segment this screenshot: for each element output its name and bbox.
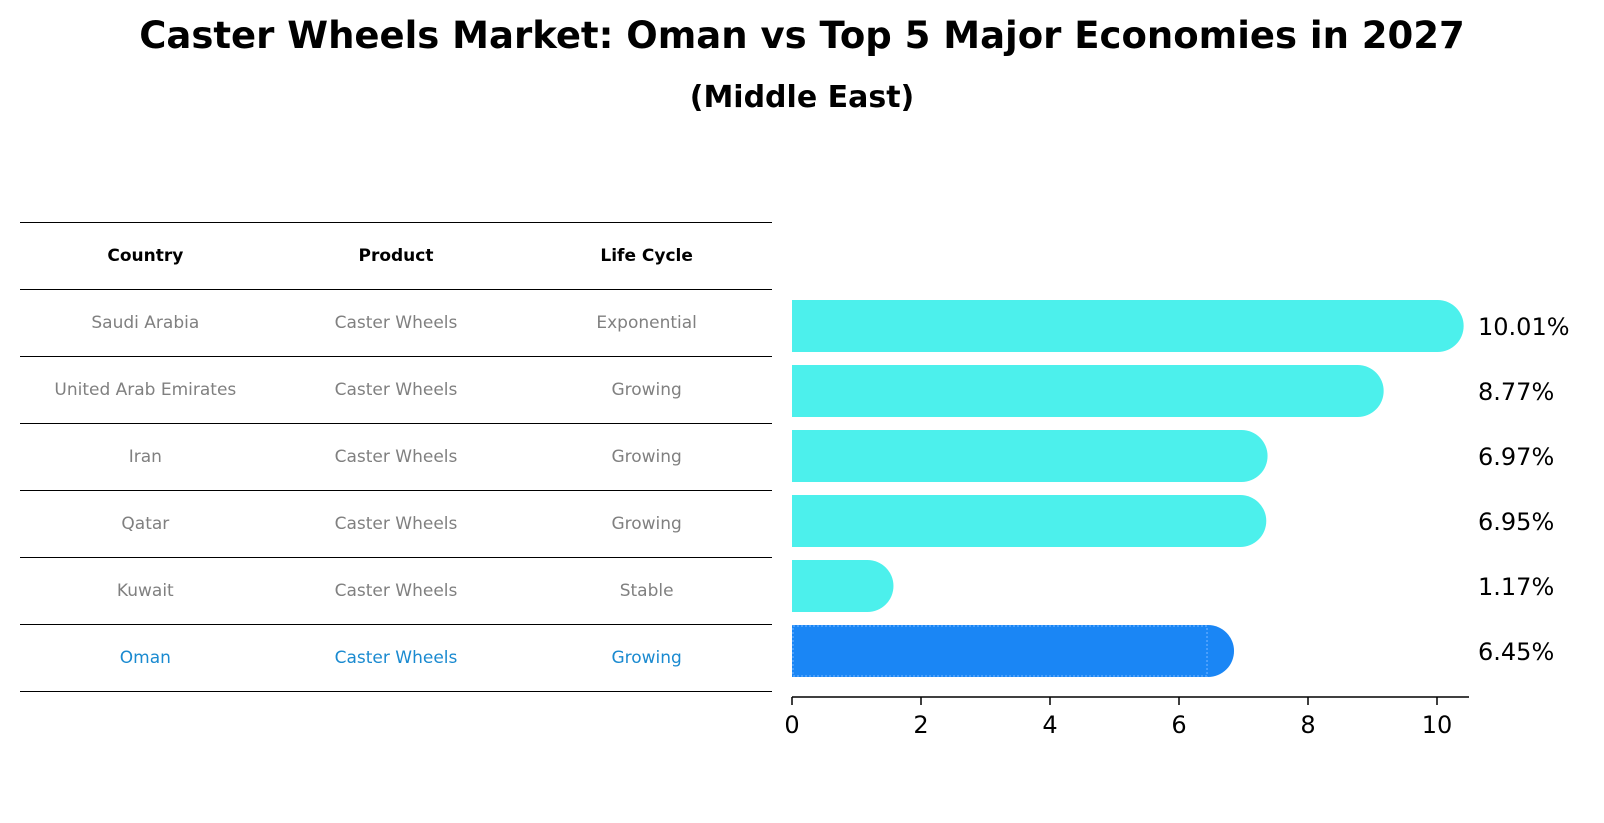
cell-product: Caster Wheels xyxy=(334,313,458,333)
bar-united-arab-emirates xyxy=(792,365,1384,417)
header-country: Country xyxy=(107,246,184,266)
data-label: 6.95% xyxy=(1478,508,1554,536)
bar-qatar xyxy=(792,495,1267,547)
data-label: 1.17% xyxy=(1478,573,1554,601)
cell-life-cycle: Exponential xyxy=(596,313,697,333)
x-tick-label: 0 xyxy=(784,711,799,739)
data-label: 10.01% xyxy=(1478,313,1570,341)
table-header-row: Country Product Life Cycle xyxy=(20,222,772,289)
x-tick-label: 2 xyxy=(913,711,928,739)
bar-oman xyxy=(792,625,1235,677)
cell-product: Caster Wheels xyxy=(334,581,458,601)
x-tick-label: 4 xyxy=(1042,711,1057,739)
header-life-cycle: Life Cycle xyxy=(600,246,693,266)
header-product: Product xyxy=(358,246,434,266)
cell-country: Iran xyxy=(128,447,162,467)
cell-life-cycle: Growing xyxy=(611,380,682,400)
table-row: Saudi Arabia Caster Wheels Exponential xyxy=(20,289,772,356)
table-row: Iran Caster Wheels Growing xyxy=(20,423,772,490)
table-row: Kuwait Caster Wheels Stable xyxy=(20,557,772,624)
bar-kuwait xyxy=(792,560,894,612)
cell-product: Caster Wheels xyxy=(334,380,458,400)
bar-saudi-arabia xyxy=(792,300,1464,352)
table-row: United Arab Emirates Caster Wheels Growi… xyxy=(20,356,772,423)
cell-country: Kuwait xyxy=(116,581,174,601)
x-tick-label: 8 xyxy=(1300,711,1315,739)
chart-title: Caster Wheels Market: Oman vs Top 5 Majo… xyxy=(139,14,1465,57)
cell-life-cycle: Growing xyxy=(611,514,682,534)
table-row-highlight: Oman Caster Wheels Growing xyxy=(20,624,772,692)
data-label: 6.45% xyxy=(1478,638,1554,666)
data-label: 6.97% xyxy=(1478,443,1554,471)
cell-country: United Arab Emirates xyxy=(54,380,237,400)
x-tick-label: 6 xyxy=(1171,711,1186,739)
cell-life-cycle: Stable xyxy=(619,581,674,601)
table-row: Qatar Caster Wheels Growing xyxy=(20,490,772,557)
data-label: 8.77% xyxy=(1478,378,1554,406)
cell-product: Caster Wheels xyxy=(334,514,458,534)
cell-product: Caster Wheels xyxy=(334,447,458,467)
cell-life-cycle: Growing xyxy=(611,447,682,467)
cell-life-cycle: Growing xyxy=(611,648,682,668)
cell-country: Saudi Arabia xyxy=(91,313,200,333)
cell-country: Qatar xyxy=(121,514,170,534)
x-tick-label: 10 xyxy=(1422,711,1453,739)
cell-product: Caster Wheels xyxy=(334,648,458,668)
comparison-table: Country Product Life Cycle Saudi Arabia … xyxy=(20,222,772,692)
bar-iran xyxy=(792,430,1268,482)
chart-subtitle: (Middle East) xyxy=(689,80,915,115)
cell-country: Oman xyxy=(119,648,171,668)
